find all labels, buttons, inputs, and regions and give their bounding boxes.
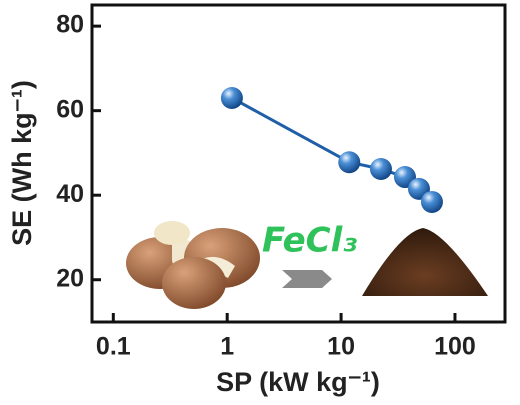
y-axis-label: SE (Wh kg⁻¹): [7, 80, 37, 246]
x-axis-label: SP (kW kg⁻¹): [216, 367, 380, 397]
illustration: FeCl₃: [126, 221, 488, 309]
y-tick-label: 40: [56, 180, 84, 208]
annotation: FeCl₃: [262, 221, 357, 261]
y-tick-label: 20: [56, 264, 84, 292]
x-tick-label: 1: [220, 333, 234, 361]
plot-frame: [90, 3, 507, 324]
y-tick-label: 60: [56, 95, 84, 123]
y-tick-label: 80: [56, 11, 84, 39]
x-tick-label: 0.1: [96, 333, 131, 361]
marker: [369, 157, 392, 180]
x-tick-label: 10: [327, 333, 355, 361]
marker: [220, 86, 243, 109]
marker: [420, 190, 443, 213]
marker: [338, 151, 361, 174]
x-tick-label: 100: [434, 333, 476, 361]
